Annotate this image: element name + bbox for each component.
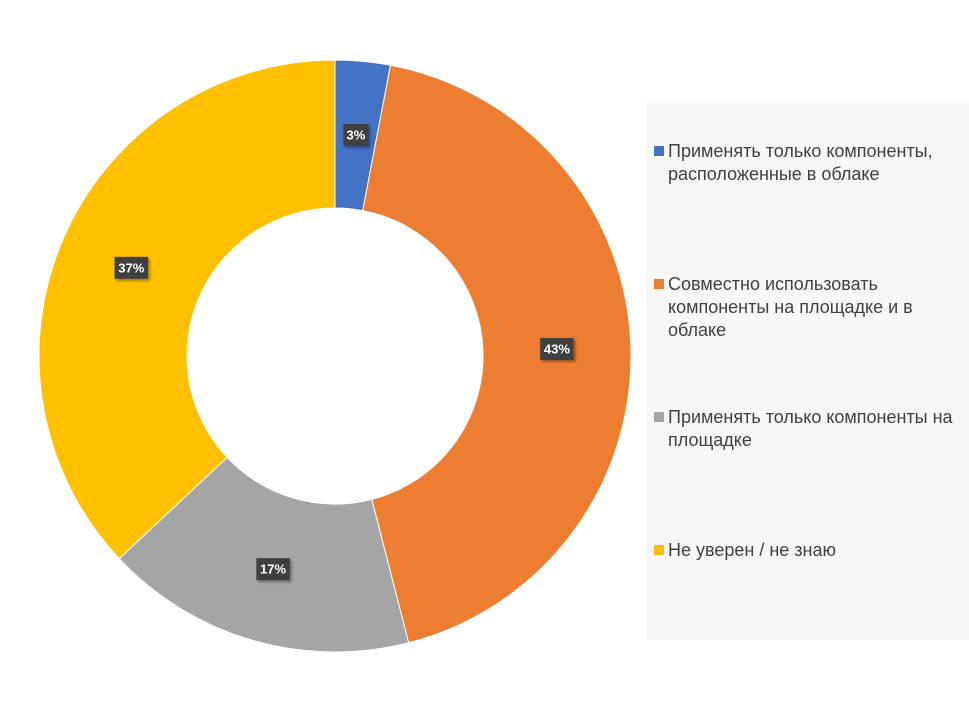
data-label-onsite-only: 17%: [256, 558, 290, 581]
legend-item-hybrid[interactable]: Совместно использовать компоненты на пло…: [654, 273, 964, 342]
slice-hybrid[interactable]: [362, 64, 632, 644]
data-label-box: [343, 123, 369, 146]
legend: Применять только компоненты, расположенн…: [646, 103, 969, 640]
slice-unsure[interactable]: [38, 59, 336, 560]
legend-swatch: [654, 279, 664, 289]
data-label-hybrid: 43%: [540, 338, 574, 361]
data-label-text: 37%: [118, 260, 144, 275]
legend-item-unsure[interactable]: Не уверен / не знаю: [654, 539, 964, 562]
data-label-unsure: 37%: [114, 256, 149, 279]
legend-label: Применять только компоненты, расположенн…: [668, 141, 933, 184]
legend-swatch: [654, 412, 664, 422]
legend-label: Не уверен / не знаю: [668, 540, 837, 560]
data-label-text: 43%: [544, 342, 570, 357]
legend-item-onsite-only[interactable]: Применять только компоненты на площадке: [654, 406, 964, 452]
legend-label: Совместно использовать компоненты на пло…: [668, 274, 913, 340]
slice-onsite-only[interactable]: [118, 456, 410, 653]
legend-swatch: [654, 545, 664, 555]
data-label-box: [540, 338, 574, 361]
data-label-box: [114, 256, 149, 279]
data-label-text: 3%: [346, 127, 365, 142]
legend-item-cloud-only[interactable]: Применять только компоненты, расположенн…: [654, 140, 964, 186]
data-label-text: 17%: [260, 562, 286, 577]
legend-swatch: [654, 146, 664, 156]
legend-label: Применять только компоненты на площадке: [668, 407, 953, 450]
data-label-cloud-only: 3%: [343, 123, 369, 146]
data-label-box: [256, 558, 290, 581]
